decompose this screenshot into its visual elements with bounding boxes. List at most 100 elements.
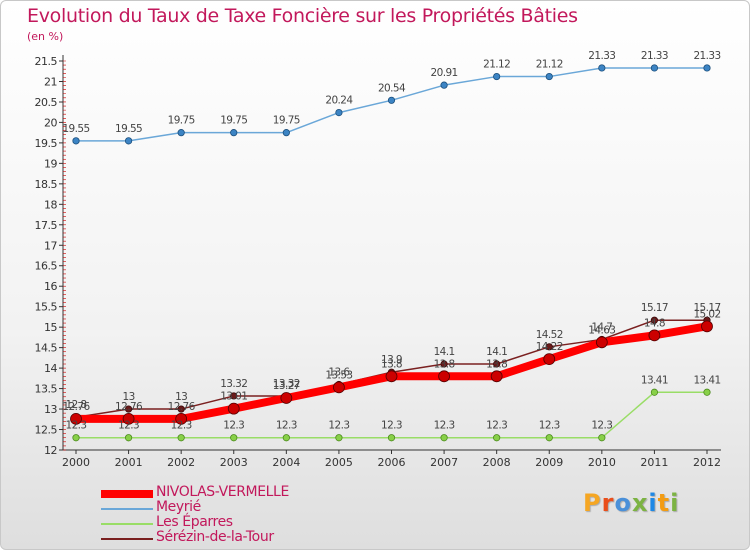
- data-point: [440, 360, 448, 368]
- data-label: 19.75: [168, 115, 195, 127]
- logo-letter: i: [648, 489, 658, 517]
- x-tick-label: 2010: [588, 456, 616, 469]
- y-tick-label: 15: [44, 321, 57, 334]
- data-point: [335, 434, 343, 442]
- data-point: [595, 336, 608, 349]
- data-label: 12.3: [171, 420, 192, 432]
- data-label: 13: [122, 391, 134, 403]
- y-tick-label: 15.5: [35, 301, 58, 314]
- y-tick-label: 20: [44, 116, 57, 129]
- legend-label: Les Éparres: [156, 514, 233, 530]
- data-point: [650, 388, 659, 396]
- data-label: 21.33: [588, 50, 615, 62]
- data-point: [70, 412, 82, 425]
- x-tick-label: 2003: [220, 456, 248, 469]
- data-label: 14.1: [486, 346, 507, 358]
- y-tick-label: 21.5: [35, 55, 58, 68]
- data-point: [438, 370, 450, 383]
- y-tick-label: 17.5: [35, 219, 58, 232]
- data-label: 12.3: [591, 420, 612, 432]
- legend-label: Meyrié: [156, 499, 201, 515]
- data-label: 13.9: [381, 354, 402, 366]
- data-point: [282, 129, 290, 137]
- data-label: 13.41: [641, 374, 668, 386]
- data-label: 12.76: [62, 401, 90, 413]
- legend-label: Sérézin-de-la-Tour: [156, 529, 274, 545]
- data-label: 19.55: [62, 123, 89, 135]
- data-label: 20.54: [378, 82, 406, 94]
- data-point: [230, 434, 238, 442]
- data-label: 12.3: [328, 420, 349, 432]
- data-point: [124, 405, 133, 413]
- data-point: [230, 392, 238, 400]
- data-point: [493, 434, 501, 442]
- data-label: 14.52: [536, 329, 563, 341]
- data-label: 15.02: [693, 308, 720, 320]
- data-label: 13.41: [693, 374, 720, 386]
- data-label: 12.76: [168, 401, 196, 413]
- data-label: 14.63: [588, 324, 615, 336]
- data-point: [701, 320, 713, 333]
- data-point: [177, 405, 185, 413]
- logo-letter: P: [583, 489, 602, 517]
- x-tick-label: 2001: [115, 456, 143, 469]
- data-point: [650, 316, 659, 324]
- data-label: 21.33: [693, 50, 720, 62]
- legend-swatch: [101, 490, 153, 498]
- data-label: 13.8: [486, 358, 507, 370]
- x-tick-label: 2005: [325, 456, 353, 469]
- data-point: [493, 72, 501, 81]
- data-point: [598, 64, 606, 72]
- data-point: [545, 72, 553, 81]
- data-label: 21.12: [483, 59, 510, 71]
- y-tick-label: 13: [44, 403, 57, 416]
- data-label: 13: [175, 391, 187, 403]
- y-tick-label: 13.5: [35, 383, 58, 396]
- data-point: [545, 343, 553, 351]
- data-label: 13.32: [220, 378, 247, 390]
- data-label: 14.7: [591, 321, 612, 333]
- data-point: [648, 329, 661, 342]
- x-tick-label: 2002: [167, 456, 195, 469]
- data-label: 13.27: [273, 380, 300, 392]
- data-point: [335, 108, 343, 117]
- line-chart: 12 12.5 13 13.5 14 14.5 15 15.5 16 16.5 17 17.5 18 18…: [35, 50, 722, 469]
- data-label: 21.33: [641, 50, 668, 62]
- data-point: [543, 353, 556, 365]
- data-label: 13.8: [434, 358, 455, 370]
- data-point: [545, 434, 553, 442]
- y-tick-label: 21: [44, 75, 57, 88]
- logo-letter: x: [631, 489, 649, 517]
- data-point: [440, 81, 448, 89]
- logo-letter: r: [601, 489, 615, 517]
- y-tick-label: 12: [44, 444, 57, 457]
- x-tick-label: 2000: [62, 456, 90, 469]
- data-point: [122, 412, 135, 425]
- data-point: [177, 434, 185, 442]
- data-label: 20.24: [325, 95, 353, 107]
- data-label: 14.1: [434, 346, 455, 358]
- data-point: [703, 64, 711, 72]
- data-point: [72, 137, 80, 145]
- data-point: [490, 370, 503, 383]
- logo-letter: i: [670, 489, 680, 517]
- series-line-1: [76, 67, 707, 142]
- logo-letter: t: [657, 489, 671, 517]
- data-label: 12.3: [486, 420, 507, 432]
- y-tick-label: 16.5: [35, 260, 58, 273]
- data-point: [387, 96, 396, 104]
- x-tick-label: 2009: [535, 456, 563, 469]
- data-label: 12.8: [66, 399, 87, 411]
- x-tick-label: 2011: [640, 456, 668, 469]
- data-label: 13.01: [220, 391, 247, 403]
- y-tick-label: 18.5: [35, 178, 58, 191]
- data-label: 14.22: [536, 341, 563, 353]
- data-label: 13.6: [328, 366, 350, 378]
- x-tick-label: 2007: [430, 456, 458, 469]
- data-label: 12.3: [381, 420, 402, 432]
- y-unit-label: (en %): [27, 30, 64, 43]
- data-point: [703, 388, 711, 396]
- y-tick-label: 18: [44, 198, 57, 211]
- data-point: [493, 360, 501, 368]
